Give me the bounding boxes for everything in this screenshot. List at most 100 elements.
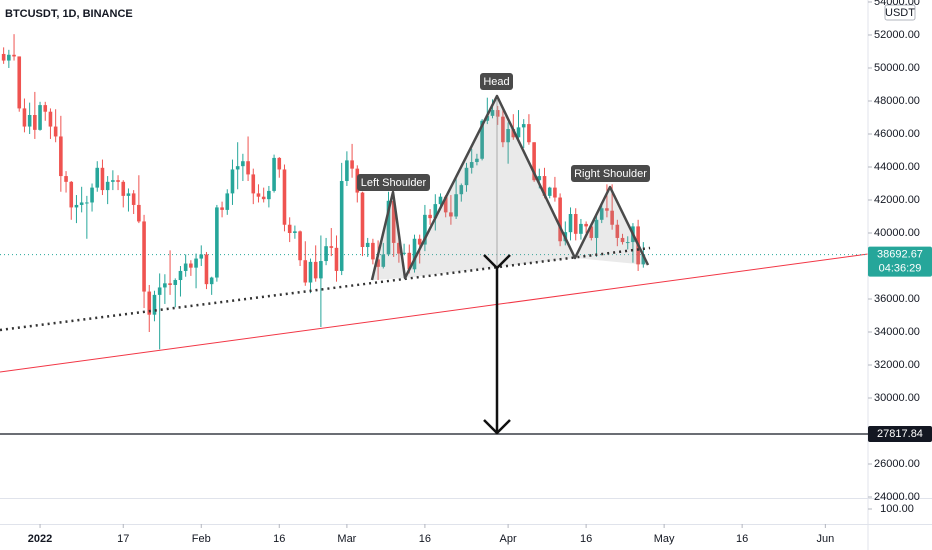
- candle-body: [329, 246, 334, 248]
- candle-body: [194, 258, 198, 268]
- candle-body: [423, 214, 427, 245]
- candle: [131, 190, 136, 215]
- x-tick-label: Jun: [816, 533, 834, 545]
- candle: [204, 251, 209, 290]
- candle: [423, 204, 427, 252]
- annotation: Head: [483, 76, 509, 88]
- candle-body: [7, 54, 11, 61]
- candle-body: [610, 210, 614, 225]
- candle: [142, 214, 146, 309]
- candle-body: [584, 223, 588, 227]
- candle-body: [454, 194, 458, 217]
- candle-body: [516, 127, 521, 138]
- x-tick-label: 16: [580, 533, 592, 545]
- candle: [412, 234, 417, 273]
- candle: [17, 56, 22, 112]
- candle-body: [22, 108, 27, 127]
- candle-body: [433, 204, 438, 219]
- candle: [230, 159, 235, 205]
- candle-body: [282, 169, 287, 225]
- candle: [365, 237, 370, 257]
- candle-body: [594, 219, 599, 238]
- candle: [126, 188, 131, 212]
- countdown: 04:36:29: [879, 262, 922, 274]
- x-tick-label: Apr: [500, 533, 517, 545]
- candle-body: [121, 181, 126, 196]
- target-label: 27817.84: [877, 428, 923, 440]
- pattern-line: [370, 94, 650, 281]
- candle: [620, 233, 625, 245]
- candle-body: [27, 115, 32, 127]
- candle-body: [521, 124, 526, 128]
- candle: [459, 183, 464, 202]
- symbol-title: BTCUSDT, 1D, BINANCE: [5, 8, 133, 20]
- candle-body: [313, 261, 318, 279]
- candle-body: [324, 246, 328, 262]
- x-tick-label: 16: [273, 533, 285, 545]
- candle-body: [90, 187, 94, 203]
- candle: [152, 290, 157, 322]
- candle-body: [376, 259, 380, 267]
- candle-body: [350, 160, 354, 169]
- y-tick-label: 34000.00: [874, 326, 920, 338]
- x-tick-label: 17: [117, 533, 129, 545]
- currency-box[interactable]: [884, 4, 916, 21]
- candle-body: [204, 254, 209, 285]
- candle: [267, 185, 271, 208]
- candle-body: [48, 111, 53, 127]
- candle-body: [241, 161, 245, 167]
- candle-body: [511, 129, 516, 138]
- candle-body: [157, 287, 162, 295]
- candle-body: [69, 181, 74, 208]
- candle-body: [64, 176, 68, 182]
- candle: [381, 242, 386, 269]
- y-tick-label: 46000.00: [874, 128, 920, 140]
- x-tick-label: 16: [736, 533, 748, 545]
- candle-body: [261, 196, 266, 200]
- candle: [553, 176, 557, 202]
- candle: [293, 225, 297, 239]
- y-tick-label: 36000.00: [874, 293, 920, 305]
- candle-body: [568, 214, 573, 233]
- candle: [568, 207, 573, 241]
- candle-body: [85, 202, 89, 204]
- candle: [173, 278, 178, 308]
- candle-body: [111, 180, 115, 182]
- candle-body: [527, 124, 531, 143]
- candle-body: [553, 187, 557, 198]
- candle: [449, 195, 453, 225]
- candle: [105, 176, 110, 205]
- candle: [194, 253, 198, 289]
- candle-body: [1, 53, 6, 61]
- candle-body: [339, 181, 344, 271]
- candle-body: [256, 193, 261, 197]
- candle: [85, 195, 89, 239]
- candle-body: [506, 129, 510, 143]
- candle: [43, 101, 48, 121]
- candle-body: [17, 56, 22, 109]
- candle: [33, 91, 37, 139]
- arrow-head: [483, 419, 511, 435]
- x-tick-label: May: [654, 533, 675, 545]
- candle: [189, 260, 193, 276]
- currency[interactable]: USDT: [885, 7, 915, 19]
- candle-body: [547, 187, 552, 196]
- candle-body: [360, 192, 365, 248]
- candle-body: [251, 174, 256, 194]
- candle-body: [573, 214, 578, 234]
- candle-body: [625, 242, 630, 244]
- candle: [64, 171, 68, 193]
- neckline: [0, 246, 651, 332]
- candle: [371, 238, 375, 265]
- candle-body: [33, 115, 37, 130]
- candle-body: [105, 181, 110, 191]
- candle-body: [293, 231, 297, 233]
- candle-body: [59, 136, 63, 177]
- candle: [137, 175, 141, 224]
- candle: [246, 136, 250, 182]
- candle-body: [152, 294, 157, 315]
- right-shoulder-fill: [575, 187, 648, 265]
- candle-body: [220, 207, 224, 210]
- candle-body: [365, 242, 370, 248]
